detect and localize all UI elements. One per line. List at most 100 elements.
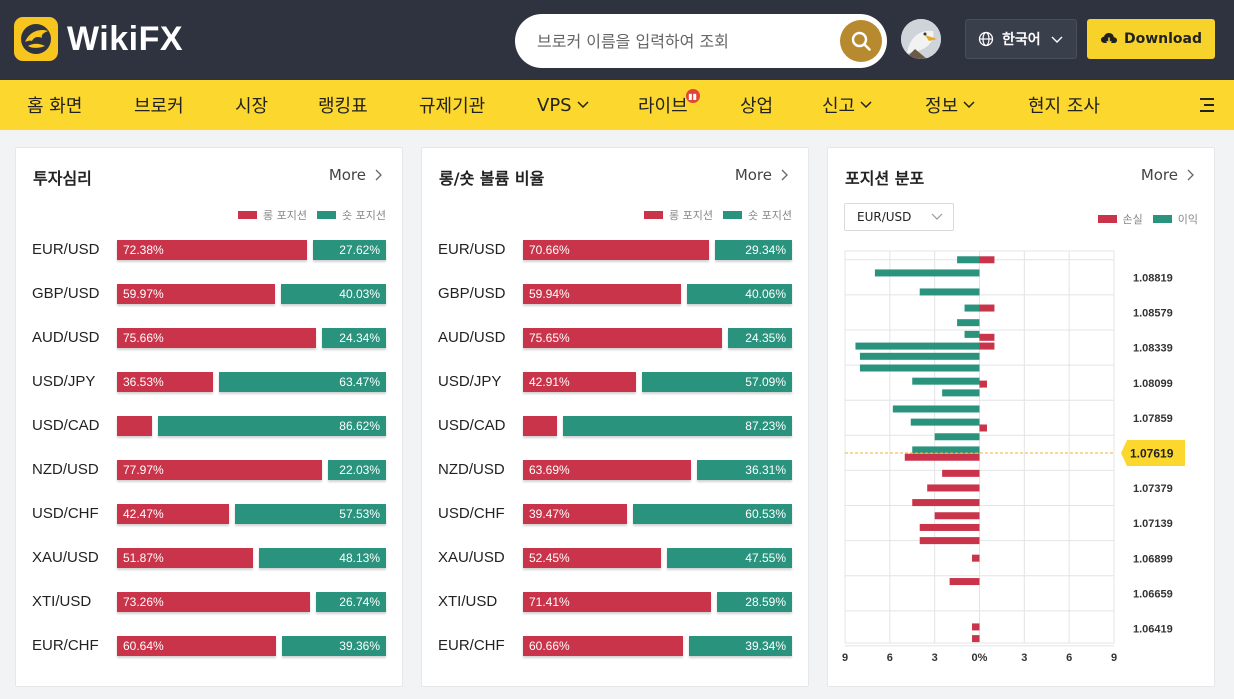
long-bar: 75.66% xyxy=(117,328,316,348)
symbol-select-value: EUR/USD xyxy=(857,210,912,224)
nav-ranking[interactable]: 랭킹표 xyxy=(318,80,368,130)
language-selector[interactable]: 한국어 xyxy=(965,19,1077,59)
loss-bar xyxy=(979,342,995,350)
profit-bar xyxy=(964,304,980,312)
short-bar: 39.36% xyxy=(282,636,386,656)
long-bar: 73.26% xyxy=(117,592,310,612)
avatar[interactable] xyxy=(901,19,941,59)
price-tick-label: 1.07139 xyxy=(1133,518,1173,530)
symbol-select[interactable]: EUR/USD xyxy=(844,203,954,231)
legend-long-label: 롱 포지션 xyxy=(263,209,308,222)
nav-vps[interactable]: VPS xyxy=(537,80,590,130)
globe-icon xyxy=(978,31,994,47)
nav-brokers[interactable]: 브로커 xyxy=(134,80,184,130)
nav-vps-label: VPS xyxy=(537,94,572,116)
short-bar: 22.03% xyxy=(328,460,386,480)
legend-profit-swatch xyxy=(1152,215,1172,223)
pair-label: XTI/USD xyxy=(32,593,92,610)
pair-row: XAU/USD 52.45% 47.55% xyxy=(422,547,810,569)
pair-label: AUD/USD xyxy=(438,329,506,346)
short-bar: 24.35% xyxy=(728,328,792,348)
profit-bar xyxy=(912,446,980,454)
price-tick-label: 1.08099 xyxy=(1133,378,1173,390)
x-tick-label: 9 xyxy=(1111,652,1117,664)
nav-regulators-label: 규제기관 xyxy=(419,96,486,117)
profit-bar xyxy=(910,418,980,426)
long-bar xyxy=(523,416,557,436)
more-link[interactable]: More xyxy=(1141,166,1194,184)
loss-bar xyxy=(949,578,980,586)
profit-bar xyxy=(942,389,980,397)
nav-business[interactable]: 상업 xyxy=(740,80,773,130)
short-bar: 27.62% xyxy=(313,240,386,260)
card-title: 롱/숏 볼륨 비율 xyxy=(439,169,545,188)
nav-home[interactable]: 홈 화면 xyxy=(27,80,82,130)
pair-row: XTI/USD 73.26% 26.74% xyxy=(16,591,404,613)
profit-bar xyxy=(934,433,980,441)
search-input[interactable] xyxy=(537,14,837,68)
search-box[interactable] xyxy=(515,14,887,68)
x-tick-label: 3 xyxy=(932,652,938,664)
more-link[interactable]: More xyxy=(329,166,382,184)
pair-row: EUR/USD 70.66% 29.34% xyxy=(422,239,810,261)
chevron-down-icon xyxy=(860,101,872,109)
pair-label: USD/CAD xyxy=(438,417,506,434)
legend-loss-swatch xyxy=(1097,215,1117,223)
profit-bar xyxy=(855,342,980,350)
x-tick-label: 0% xyxy=(972,652,988,664)
loss-bar xyxy=(927,484,980,492)
profit-bar xyxy=(874,269,980,277)
pair-row: AUD/USD 75.66% 24.34% xyxy=(16,327,404,349)
short-bar: 63.47% xyxy=(219,372,386,392)
nav-report[interactable]: 신고 xyxy=(822,80,873,130)
nav-live[interactable]: 라이브 ▮▮ xyxy=(638,80,700,130)
menu-icon[interactable] xyxy=(1196,95,1216,115)
nav-info[interactable]: 정보 xyxy=(925,80,976,130)
nav-ranking-label: 랭킹표 xyxy=(318,96,368,117)
pair-label: USD/CHF xyxy=(32,505,99,522)
more-link[interactable]: More xyxy=(735,166,788,184)
pair-label: GBP/USD xyxy=(438,285,506,302)
long-bar: 71.41% xyxy=(523,592,711,612)
nav-report-label: 신고 xyxy=(822,96,856,117)
short-bar: 87.23% xyxy=(563,416,792,436)
pair-row: USD/CAD 86.62% xyxy=(16,415,404,437)
legend-short-swatch xyxy=(317,211,337,219)
price-tick-label: 1.06419 xyxy=(1133,624,1173,636)
price-tick-label: 1.08579 xyxy=(1133,308,1173,320)
pair-row: XTI/USD 71.41% 28.59% xyxy=(422,591,810,613)
legend-short-label: 숏 포지션 xyxy=(342,209,386,222)
short-bar: 40.06% xyxy=(687,284,792,304)
legend-short-swatch xyxy=(723,211,743,219)
nav-field-survey[interactable]: 현지 조사 xyxy=(1028,80,1100,130)
short-bar: 47.55% xyxy=(667,548,792,568)
download-button[interactable]: Download xyxy=(1087,19,1215,59)
loss-bar xyxy=(942,469,980,477)
more-label: More xyxy=(734,166,772,184)
loss-bar xyxy=(912,499,980,507)
profit-bar xyxy=(912,377,980,385)
short-bar: 86.62% xyxy=(158,416,386,436)
loss-bar xyxy=(979,424,987,432)
pair-row: USD/JPY 42.91% 57.09% xyxy=(422,371,810,393)
nav-market[interactable]: 시장 xyxy=(235,80,268,130)
wikifx-logo[interactable]: WikiFX xyxy=(14,16,183,62)
search-icon xyxy=(851,31,871,51)
long-bar: 42.47% xyxy=(117,504,229,524)
legend-long-swatch xyxy=(238,211,258,219)
live-icon: ▮▮ xyxy=(685,89,700,103)
nav-business-label: 상업 xyxy=(740,96,774,117)
price-tick-label: 1.07859 xyxy=(1133,413,1173,425)
chevron-down-icon xyxy=(577,101,589,109)
legend-long-swatch xyxy=(644,211,664,219)
position-distribution-card: 포지션 분포 More EUR/USD 손실 이익 1.07619 1.08819… xyxy=(827,147,1215,687)
nav-regulators[interactable]: 규제기관 xyxy=(419,80,485,130)
long-bar: 42.91% xyxy=(523,372,636,392)
loss-bar xyxy=(972,635,980,643)
x-tick-label: 3 xyxy=(1021,652,1027,664)
pair-label: EUR/CHF xyxy=(32,637,99,654)
loss-bar xyxy=(979,256,995,264)
position-distribution-chart: 1.07619 1.08819 1.08579 1.08339 1.08099 1.078… xyxy=(842,250,1185,664)
x-tick-label: 9 xyxy=(842,652,848,664)
search-button[interactable] xyxy=(840,20,882,62)
